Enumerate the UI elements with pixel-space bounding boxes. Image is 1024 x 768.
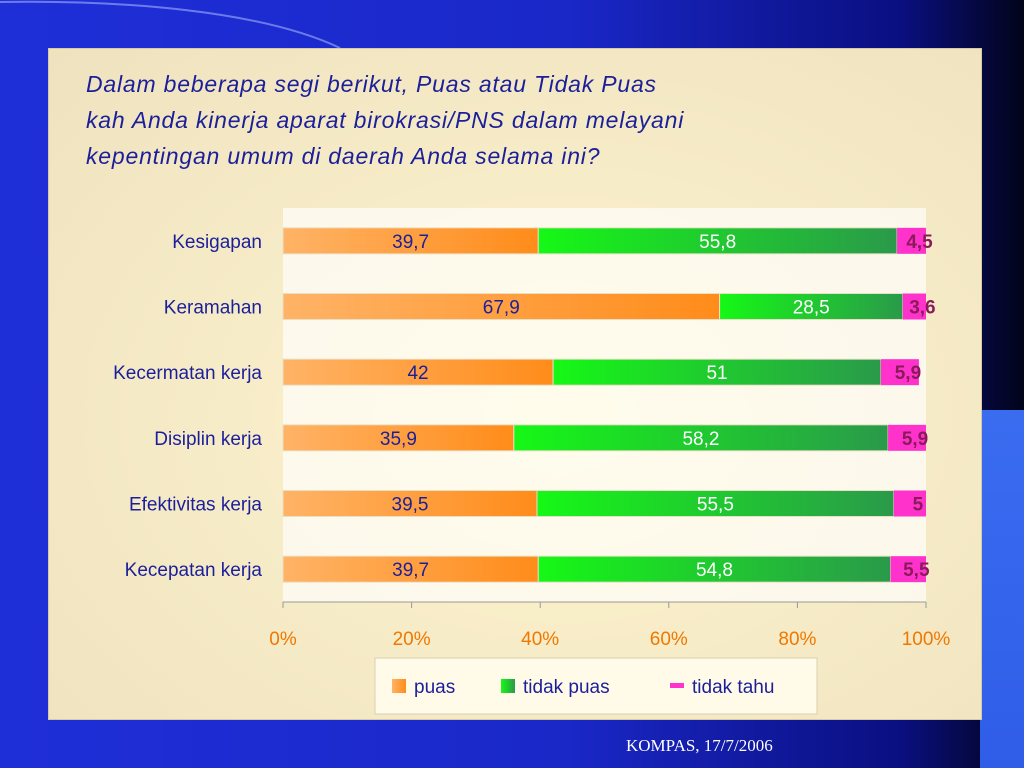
slide-decoration-bar (980, 410, 1024, 768)
data-label-tidak-tahu: 5,9 (895, 363, 921, 384)
data-label-puas: 35,9 (380, 429, 417, 450)
bar-segment-tidak-tahu (890, 556, 926, 583)
data-label-tidak-puas: 51 (706, 363, 727, 384)
source-caption: KOMPAS, 17/7/2006 (626, 736, 773, 755)
x-tick-label: 20% (393, 629, 431, 650)
x-tick-label: 0% (269, 629, 297, 650)
x-tick-label: 60% (650, 629, 688, 650)
legend-label: tidak tahu (692, 677, 774, 698)
category-label: Kesigapan (172, 232, 262, 253)
chart-title: Dalam beberapa segi berikut, Puas atau T… (86, 66, 846, 174)
data-label-tidak-tahu: 5,9 (902, 429, 928, 450)
data-label-tidak-tahu: 5 (913, 495, 924, 516)
data-label-puas: 39,5 (392, 495, 429, 516)
data-label-tidak-puas: 28,5 (793, 298, 830, 319)
bar-segment-puas (282, 227, 539, 255)
bar-segment-puas (282, 555, 539, 583)
title-line-1: Dalam beberapa segi berikut, Puas atau T… (86, 71, 657, 97)
x-tick-label: 40% (521, 629, 559, 650)
legend-swatch (392, 679, 406, 693)
category-label: Efektivitas kerja (129, 495, 262, 516)
category-label: Keramahan (164, 298, 262, 319)
bar-segment-puas (282, 358, 554, 386)
data-label-tidak-tahu: 4,5 (906, 232, 933, 253)
data-label-tidak-puas: 54,8 (696, 560, 733, 581)
category-label: Kecepatan kerja (125, 560, 263, 581)
data-label-tidak-puas: 55,5 (697, 495, 734, 516)
data-label-puas: 42 (407, 363, 428, 384)
slide-decoration-swoosh (0, 0, 341, 49)
bar-segment-puas (282, 293, 721, 320)
bar-segment-tidak-puas (719, 293, 904, 320)
bar-segment-tidak-tahu (902, 293, 926, 320)
bar-segment-tidak-tahu (880, 359, 919, 386)
bar-segment-tidak-puas (537, 555, 892, 583)
category-label: Kecermatan kerja (113, 363, 262, 384)
x-tick-label: 80% (778, 629, 816, 650)
data-label-tidak-puas: 58,2 (682, 429, 719, 450)
bar-segment-tidak-tahu (888, 424, 926, 451)
x-tick-label: 100% (902, 629, 951, 650)
data-label-puas: 39,7 (392, 560, 429, 581)
data-label-tidak-tahu: 3,6 (909, 298, 935, 319)
title-line-2: kah Anda kinerja aparat birokrasi/PNS da… (86, 107, 685, 133)
bar-segment-tidak-tahu (897, 227, 926, 254)
data-label-tidak-tahu: 5,5 (903, 560, 930, 581)
title-line-3: kepentingan umum di daerah Anda selama i… (86, 143, 601, 169)
legend-label: puas (414, 677, 455, 698)
legend-box (374, 657, 818, 715)
bar-segment-tidak-puas (537, 227, 898, 255)
bar-segment-tidak-puas (536, 490, 895, 517)
category-label: Disiplin kerja (154, 429, 262, 450)
legend: puas tidak puas tidak tahu (374, 657, 818, 715)
data-label-puas: 67,9 (483, 298, 520, 319)
plot-area (283, 208, 926, 602)
data-label-puas: 39,7 (392, 232, 429, 253)
bar-segment-tidak-tahu (893, 490, 926, 517)
legend-swatch (670, 683, 684, 688)
bar-segment-puas (282, 424, 515, 452)
data-label-tidak-puas: 55,8 (699, 232, 736, 253)
legend-label: tidak puas (523, 677, 610, 698)
legend-swatch (501, 679, 515, 693)
